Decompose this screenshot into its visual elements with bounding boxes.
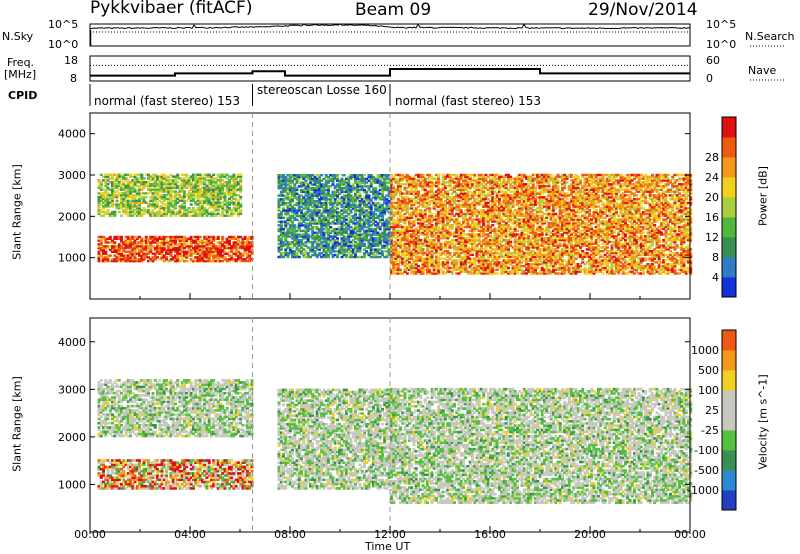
velocity-colorbar-band	[722, 350, 736, 370]
velocity-ytick-label: 1000	[58, 478, 86, 491]
velocity-ytick-label: 3000	[58, 383, 86, 396]
power-colorbar-band	[722, 137, 736, 157]
freq-series-line	[90, 69, 690, 76]
nsky-label: N.Sky	[2, 30, 33, 43]
beam-title: Beam 09	[355, 0, 431, 20]
velocity-colorbar-tick: 1000	[691, 344, 719, 357]
velocity-colorbar-band	[722, 490, 736, 510]
power-colorbar-tick: 12	[705, 231, 719, 244]
nave-label: Nave	[748, 64, 776, 77]
xtick-label-0: 00:00	[74, 528, 106, 541]
power-colorbar-tick: 20	[705, 191, 719, 204]
power-colorbar-band	[722, 157, 736, 177]
power-ytick-label: 4000	[58, 128, 86, 141]
power-ytick-label: 3000	[58, 169, 86, 182]
xtick-label-2: 08:00	[274, 528, 306, 541]
power-colorbar-band	[722, 257, 736, 277]
velocity-heatmap-cells	[98, 379, 693, 504]
nsearch-label: N.Search	[745, 30, 795, 43]
power-colorbar-band	[722, 217, 736, 237]
xtick-label-5: 20:00	[574, 528, 606, 541]
cpid-label: CPID	[8, 89, 37, 102]
nsearch-tick-bottom: 10^0	[706, 38, 736, 51]
nsky-tick-top: 10^5	[48, 18, 78, 31]
power-colorbar-tick: 24	[705, 171, 719, 184]
nsearch-tick-top: 10^5	[706, 18, 736, 31]
power-colorbar-tick: 16	[705, 211, 719, 224]
power-colorbar-band	[722, 177, 736, 197]
velocity-colorbar-band	[722, 330, 736, 350]
date-title: 29/Nov/2014	[588, 0, 698, 20]
velocity-colorbar-band	[722, 450, 736, 470]
velocity-colorbar-band	[722, 370, 736, 390]
nave-tick-bottom: 0	[706, 72, 713, 85]
velocity-colorbar-tick: 25	[705, 404, 719, 417]
xlabel: Time UT	[365, 540, 410, 553]
velocity-colorbar-band	[722, 410, 736, 430]
velocity-ytick-label: 2000	[58, 431, 86, 444]
power-colorbar-band	[722, 197, 736, 217]
freq-tick-bottom: 8	[70, 72, 77, 85]
velocity-colorbar-label: Velocity [m s^-1]	[757, 374, 770, 469]
power-heatmap-cells	[98, 174, 693, 275]
power-colorbar-tick: 4	[712, 271, 719, 284]
velocity-colorbar-tick: -25	[701, 424, 719, 437]
velocity-colorbar-tick: 100	[698, 384, 719, 397]
nave-tick-top: 60	[706, 54, 720, 67]
nsky-tick-bottom: 10^0	[48, 38, 78, 51]
velocity-colorbar-band	[722, 430, 736, 450]
cpid-mode-3: normal (fast stereo) 153	[395, 94, 541, 108]
power-colorbar-band	[722, 277, 736, 297]
velocity-ytick-label: 4000	[58, 336, 86, 349]
power-colorbar-band	[722, 237, 736, 257]
power-ytick-label: 1000	[58, 252, 86, 265]
velocity-colorbar-tick: 500	[698, 364, 719, 377]
velocity-colorbar-tick: -100	[694, 444, 719, 457]
power-colorbar-label: Power [dB]	[757, 166, 770, 226]
xtick-label-6: 00:00	[674, 528, 706, 541]
station-title: Pykkvibaer (fitACF)	[90, 0, 252, 18]
cpid-mode-1: normal (fast stereo) 153	[94, 94, 240, 108]
velocity-ylabel: Slant Range [km]	[11, 376, 24, 472]
freq-unit-label: [MHz]	[4, 68, 36, 81]
velocity-colorbar-band	[722, 470, 736, 490]
power-ytick-label: 2000	[58, 210, 86, 223]
velocity-colorbar-band	[722, 390, 736, 410]
xtick-label-1: 04:00	[174, 528, 206, 541]
power-colorbar-tick: 28	[705, 151, 719, 164]
power-ylabel: Slant Range [km]	[11, 164, 24, 260]
xtick-label-4: 16:00	[474, 528, 506, 541]
power-colorbar-tick: 8	[712, 251, 719, 264]
nsky-series-line	[90, 24, 690, 29]
freq-tick-top: 18	[64, 54, 78, 67]
cpid-mode-2: stereoscan Losse 160	[257, 83, 387, 97]
power-colorbar-band	[722, 117, 736, 137]
velocity-colorbar-tick: -1000	[687, 484, 719, 497]
velocity-colorbar-tick: -500	[694, 464, 719, 477]
